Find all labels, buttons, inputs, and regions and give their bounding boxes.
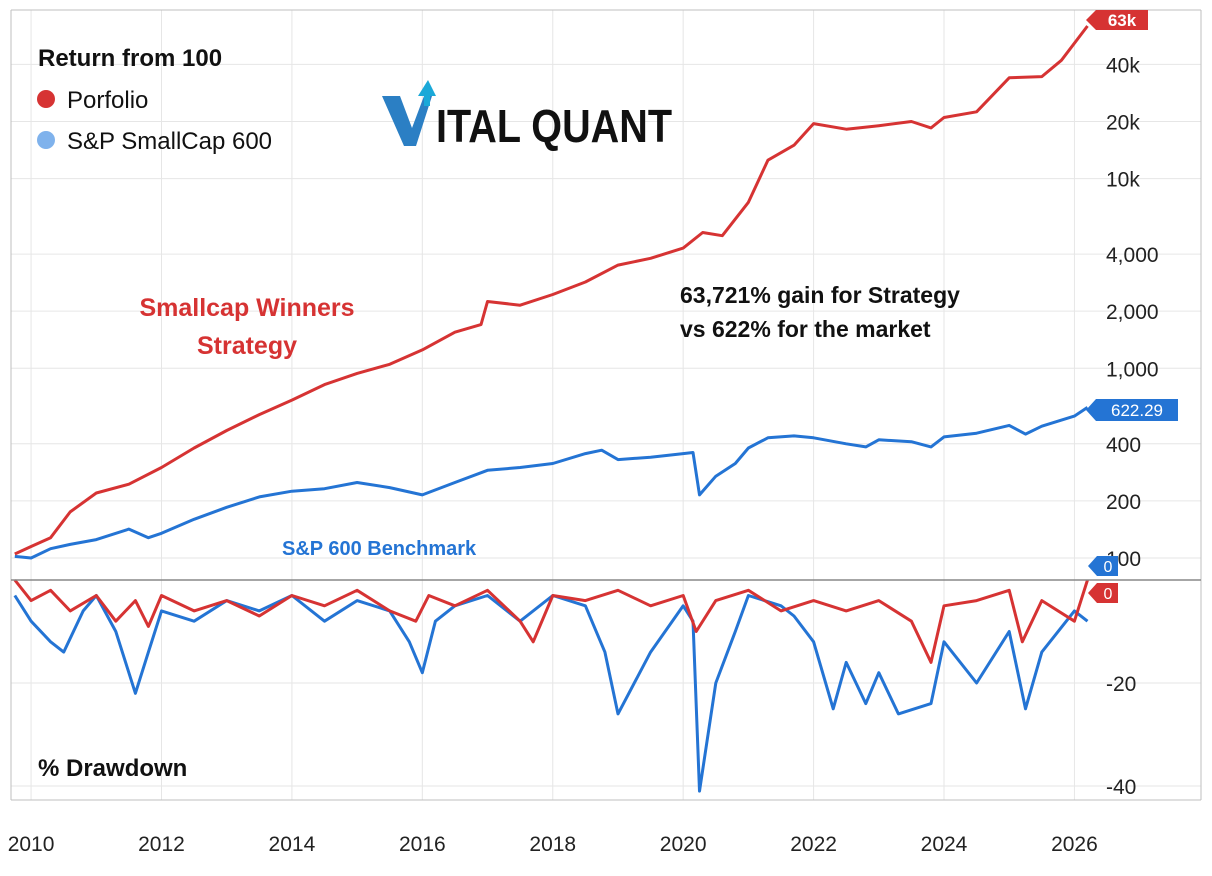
benchmark-annotation: S&P 600 Benchmark (282, 538, 477, 560)
y-tick-label: -20 (1106, 673, 1136, 696)
y-tick-label: -40 (1106, 776, 1136, 799)
logo-v-shape (382, 96, 432, 146)
portfolio-badge-shape (1086, 10, 1148, 30)
legend-portfolio-marker (37, 90, 55, 108)
strategy-label-line1: Smallcap Winners (139, 294, 354, 322)
portfolio-badge-text: 63k (1108, 11, 1137, 30)
x-tick-label: 2026 (1051, 833, 1098, 856)
legend: Return from 100 Porfolio S&P SmallCap 60… (37, 45, 272, 155)
y-tick-label: 10k (1106, 169, 1140, 192)
drawdown-zero-badge-blue: 0 (1088, 556, 1118, 576)
legend-benchmark-label: S&P SmallCap 600 (67, 128, 272, 155)
x-tick-label: 2014 (269, 833, 316, 856)
logo-arrow-icon (418, 80, 436, 106)
series-layer (13, 25, 1089, 793)
x-tick-label: 2024 (921, 833, 968, 856)
y-tick-label: 400 (1106, 434, 1141, 457)
grid (11, 10, 1201, 800)
drawdown-zero-badge-red: 0 (1088, 583, 1118, 603)
logo-text: ITAL QUANT (436, 100, 672, 152)
zero-blue-badge-shape (1088, 556, 1118, 576)
benchmark-badge-text: 622.29 (1111, 401, 1163, 420)
portfolio-return-line (14, 25, 1089, 556)
x-tick-label: 2018 (529, 833, 576, 856)
legend-benchmark-marker (37, 131, 55, 149)
x-tick-label: 2012 (138, 833, 185, 856)
portfolio-value-badge: 63k (1086, 10, 1148, 30)
y-tick-label: 1,000 (1106, 358, 1159, 381)
vital-quant-logo: ITAL QUANT (382, 80, 672, 152)
y-tick-label: 200 (1106, 491, 1141, 514)
zero-red-badge-text: 0 (1104, 586, 1113, 603)
x-tick-label: 2010 (8, 833, 55, 856)
x-ticks: 2010 2012 2014 2016 2018 2020 2022 2024 2026 (8, 833, 1098, 856)
zero-red-badge-shape (1088, 583, 1118, 603)
gain-annotation-line1: 63,721% gain for Strategy (680, 282, 960, 308)
x-tick-label: 2020 (660, 833, 707, 856)
gain-annotation-line2: vs 622% for the market (680, 316, 931, 342)
legend-title: Return from 100 (38, 45, 222, 72)
y-tick-label: 4,000 (1106, 244, 1159, 267)
y-tick-label: 40k (1106, 54, 1140, 77)
x-tick-label: 2022 (790, 833, 837, 856)
drawdown-title: % Drawdown (38, 755, 187, 782)
benchmark-badge-shape (1086, 399, 1178, 421)
strategy-label-line2: Strategy (197, 332, 297, 360)
zero-blue-badge-text: 0 (1104, 559, 1113, 576)
drawdown-benchmark-line (13, 594, 1089, 793)
legend-portfolio-label: Porfolio (67, 87, 148, 114)
benchmark-return-line (14, 406, 1089, 560)
benchmark-value-badge: 622.29 (1086, 399, 1178, 421)
x-tick-label: 2016 (399, 833, 446, 856)
y-tick-label: 20k (1106, 111, 1140, 134)
y-tick-label: 2,000 (1106, 301, 1159, 324)
drawdown-portfolio-line (13, 579, 1089, 664)
